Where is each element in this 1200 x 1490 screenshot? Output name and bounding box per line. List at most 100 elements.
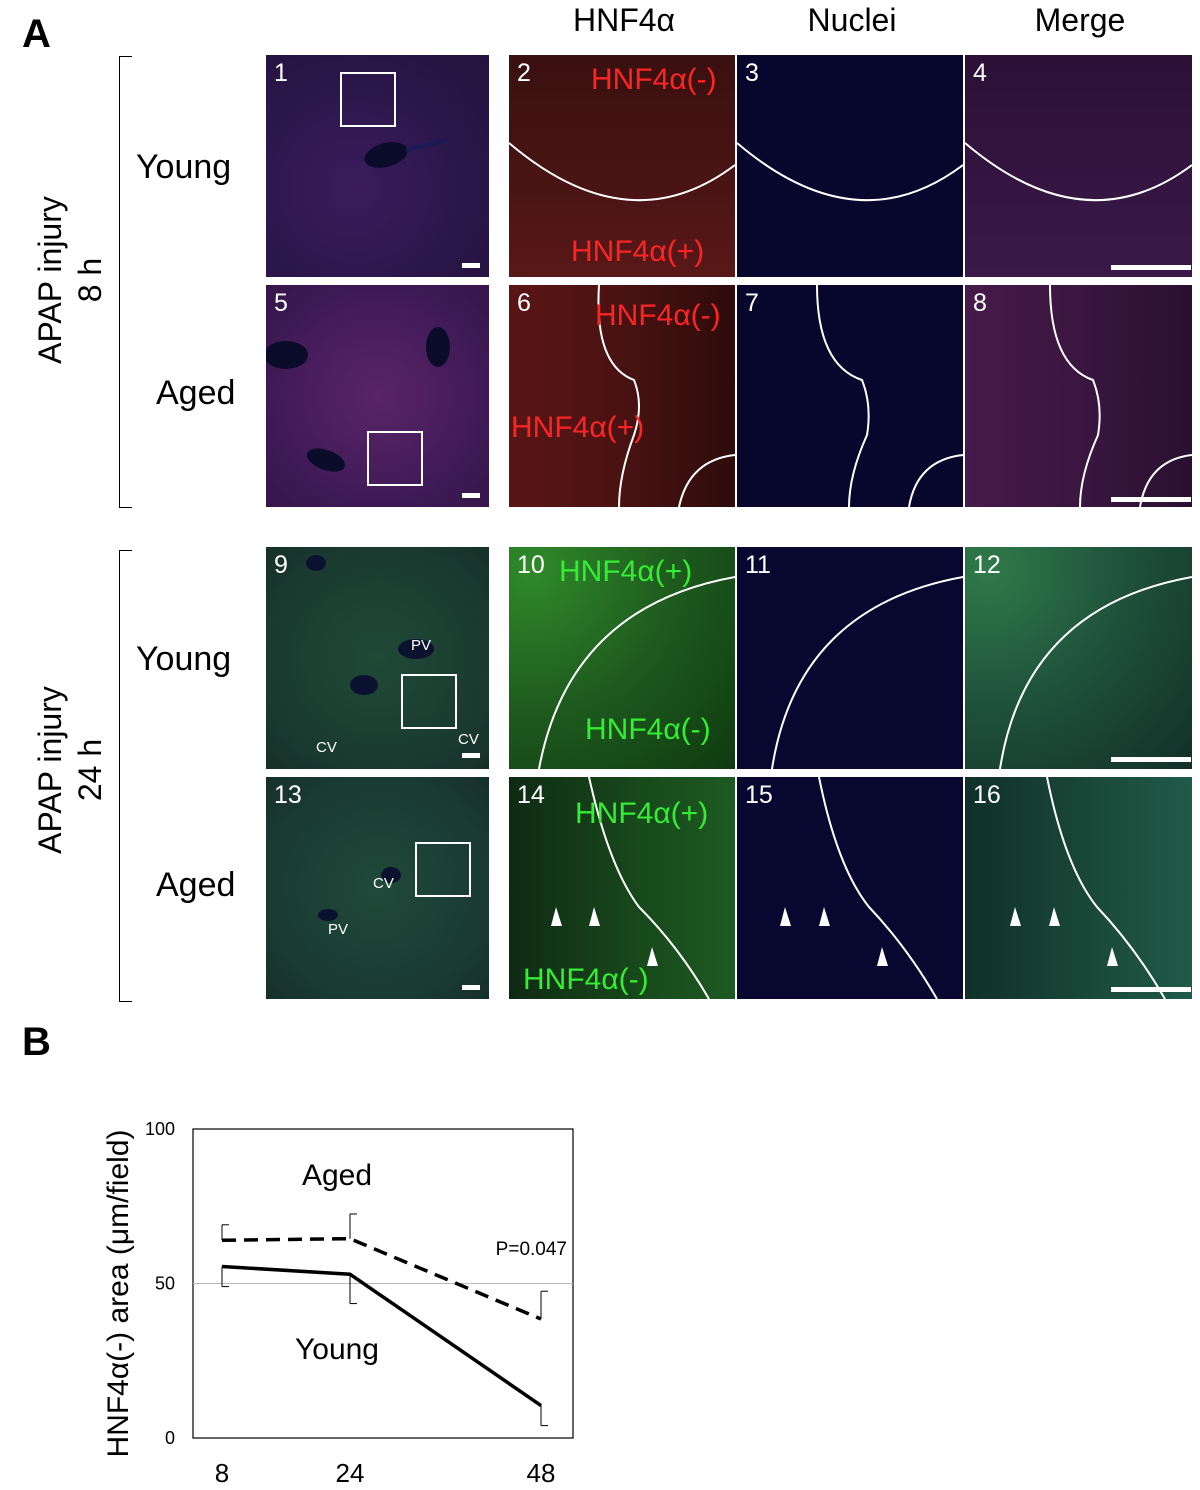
group-label-8h: APAP injury 8 h <box>30 150 110 410</box>
boundary-line <box>999 576 1192 769</box>
tile-number: 15 <box>745 781 773 809</box>
boundary-line <box>509 142 735 202</box>
boundary-line <box>551 777 710 999</box>
tile-number: 13 <box>274 781 302 809</box>
boundary-line <box>816 285 963 507</box>
scale-bar <box>462 493 480 498</box>
label-pv: PV <box>328 921 349 938</box>
bracket-8h <box>119 56 132 508</box>
x-tick-label: 8 <box>215 1458 229 1488</box>
label-hnf4a-negative: HNF4α(-) <box>595 299 721 332</box>
micrograph-tile-5: 5 <box>266 285 489 507</box>
boundary-line <box>538 576 735 769</box>
series-line-young <box>221 1264 542 1407</box>
micrograph-tile-2: 2 HNF4α(-) HNF4α(+) <box>509 55 735 277</box>
tissue-texture <box>318 842 471 921</box>
label-pv: PV <box>411 637 432 654</box>
label-cv: CV <box>373 875 394 892</box>
label-hnf4a-negative: HNF4α(-) <box>523 963 649 996</box>
micrograph-tile-4: 4 <box>965 55 1192 277</box>
micrograph-tile-13: 13 CV PV <box>266 777 489 999</box>
group-label-8h-line2: 8 h <box>72 257 108 303</box>
series-line-aged <box>221 1236 542 1321</box>
y-tick-label: 0 <box>165 1428 175 1448</box>
micrograph-tile-14: 14 HNF4α(+) HNF4α(-) <box>509 777 735 999</box>
tissue-texture <box>340 72 447 168</box>
boundary-line <box>965 142 1192 202</box>
tile-number: 8 <box>973 289 987 317</box>
micrograph-tile-10: 10 HNF4α(+) HNF4α(-) <box>509 547 735 769</box>
series-label-young: Young <box>295 1333 379 1366</box>
label-hnf4a-positive: HNF4α(+) <box>575 797 709 830</box>
micrograph-tile-11: 11 <box>737 547 963 769</box>
label-cv: CV <box>458 731 479 748</box>
tile-number: 2 <box>517 59 531 87</box>
boundary-line <box>1049 285 1192 507</box>
y-axis-label: HNF4α(-) area (μm/field) <box>102 1130 135 1458</box>
micrograph-tile-8: 8 <box>965 285 1192 507</box>
scale-bar <box>462 263 480 268</box>
micrograph-tile-3: 3 <box>737 55 963 277</box>
y-tick-label: 100 <box>145 1119 175 1139</box>
micrograph-tile-12: 12 <box>965 547 1192 769</box>
micrograph-tile-16: 16 <box>965 777 1192 999</box>
row-label-aged-8h: Aged <box>156 374 236 412</box>
series-label-aged: Aged <box>302 1159 372 1192</box>
column-header-hnf4a: HNF4α <box>572 2 676 38</box>
tile-number: 12 <box>973 551 1001 579</box>
scale-bar <box>462 753 480 758</box>
panel-b-letter: B <box>22 1020 51 1064</box>
tile-number: 5 <box>274 289 288 317</box>
boundary-line <box>780 777 938 999</box>
column-header-nuclei: Nuclei <box>807 2 897 38</box>
scale-bar <box>1111 497 1191 502</box>
group-label-8h-line1: APAP injury <box>32 196 68 364</box>
x-tick-label: 48 <box>527 1458 556 1488</box>
tile-number: 7 <box>745 289 759 317</box>
boundary-line <box>737 142 963 202</box>
tile-number: 1 <box>274 59 288 87</box>
p-value-annotation: P=0.047 <box>496 1239 567 1260</box>
bracket-24h <box>119 550 132 1002</box>
scale-bar <box>1111 265 1191 270</box>
group-label-24h-line1: APAP injury <box>32 686 68 854</box>
tile-number: 3 <box>745 59 759 87</box>
group-label-24h-line2: 24 h <box>72 738 108 802</box>
tile-number: 16 <box>973 781 1001 809</box>
label-hnf4a-positive: HNF4α(+) <box>559 555 693 588</box>
chart-plot-area: 0 50 100 8 24 48 HNF4α(-) area (μm/field) Aged Y… <box>102 1119 574 1488</box>
scale-bar <box>462 985 480 990</box>
micrograph-tile-15: 15 <box>737 777 963 999</box>
tile-number: 4 <box>973 59 987 87</box>
row-label-aged-24h: Aged <box>156 866 236 904</box>
panel-a-letter: A <box>22 12 51 56</box>
tile-number: 6 <box>517 289 531 317</box>
line-chart: 0 50 100 8 24 48 HNF4α(-) area (μm/field) Aged Y… <box>102 1119 574 1488</box>
tissue-texture <box>306 555 457 729</box>
tile-number: 14 <box>517 781 545 809</box>
label-hnf4a-positive: HNF4α(+) <box>571 235 705 268</box>
tissue-texture <box>266 327 450 486</box>
scale-bar <box>1111 757 1191 762</box>
label-hnf4a-negative: HNF4α(-) <box>585 713 711 746</box>
micrograph-tile-1: 1 <box>266 55 489 277</box>
micrograph-tile-7: 7 <box>737 285 963 507</box>
boundary-line <box>1010 777 1166 999</box>
label-hnf4a-positive: HNF4α(+) <box>511 411 645 444</box>
label-hnf4a-negative: HNF4α(-) <box>591 63 717 96</box>
tile-number: 10 <box>517 551 545 579</box>
row-label-young-24h: Young <box>136 640 232 678</box>
x-tick-label: 24 <box>336 1458 365 1488</box>
scale-bar <box>1111 987 1191 992</box>
boundary-line <box>597 285 735 507</box>
row-label-young-8h: Young <box>136 148 232 186</box>
micrograph-tile-9: 9 PV CV CV <box>266 547 489 769</box>
column-header-merge: Merge <box>1034 2 1126 38</box>
tile-number: 11 <box>745 551 771 579</box>
group-label-24h: APAP injury 24 h <box>30 640 110 900</box>
tile-number: 9 <box>274 551 288 579</box>
y-tick-label: 50 <box>155 1274 175 1294</box>
micrograph-tile-6: 6 HNF4α(-) HNF4α(+) <box>509 285 735 507</box>
label-cv: CV <box>316 739 337 756</box>
boundary-line <box>771 576 963 769</box>
